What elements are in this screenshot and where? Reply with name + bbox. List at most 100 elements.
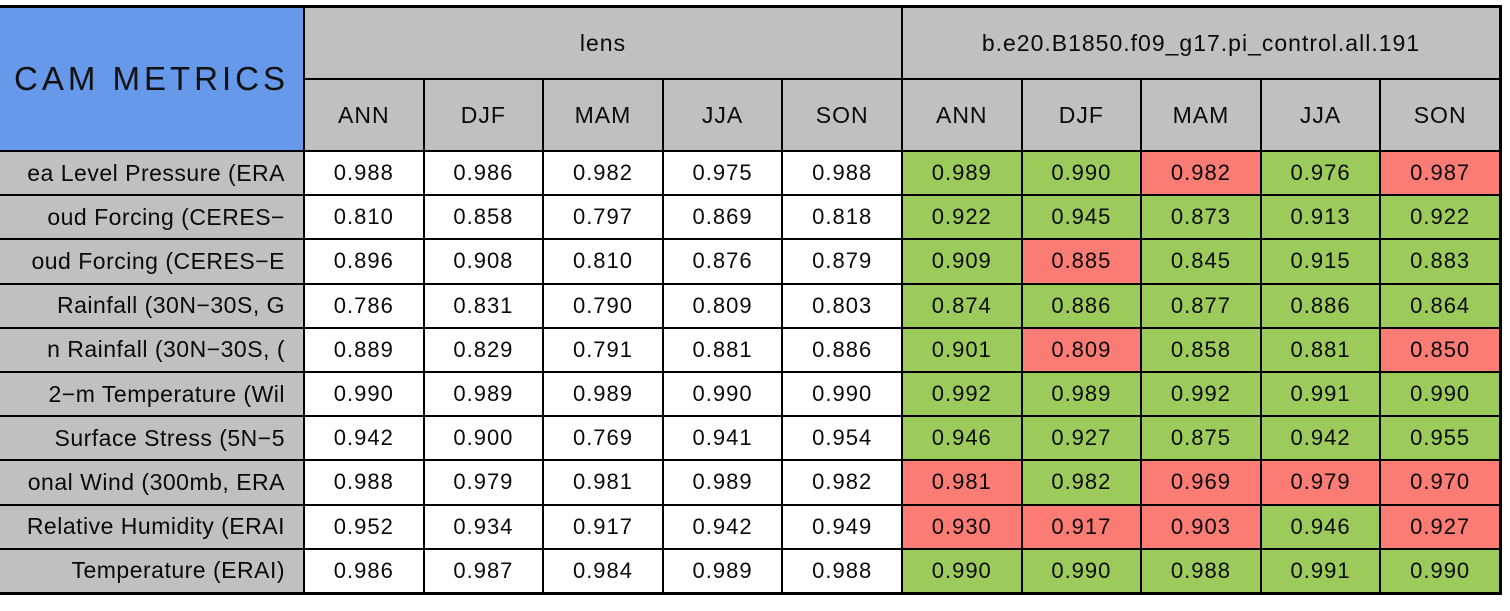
lens-value-cell: 0.990 xyxy=(783,372,901,416)
lens-value-cell: 0.954 xyxy=(783,417,901,460)
lens-value-cell: 0.881 xyxy=(663,328,782,371)
case-value-cell: 0.991 xyxy=(1261,549,1380,592)
case-value-cell: 0.989 xyxy=(1022,372,1141,416)
lens-value-cell: 0.981 xyxy=(544,461,662,504)
lens-value-cell: 0.988 xyxy=(783,549,901,592)
case-value-cell: 0.864 xyxy=(1381,284,1499,327)
case-value-cell: 0.845 xyxy=(1142,240,1260,283)
lens-value-cell: 0.988 xyxy=(305,461,423,504)
row-label: Rainfall (30N−30S, G xyxy=(0,284,303,327)
lens-value-cell: 0.990 xyxy=(305,372,423,416)
row-label: Temperature (ERAI) xyxy=(0,549,303,592)
case-value-cell: 0.930 xyxy=(902,505,1021,548)
lens-value-cell: 0.952 xyxy=(305,505,423,548)
case-value-cell: 0.858 xyxy=(1142,328,1260,371)
lens-value-cell: 0.986 xyxy=(305,549,423,592)
case-value-cell: 0.917 xyxy=(1022,505,1141,548)
lens-value-cell: 0.989 xyxy=(544,372,662,416)
case-value-cell: 0.927 xyxy=(1381,505,1499,548)
lens-value-cell: 0.942 xyxy=(305,417,423,460)
lens-value-cell: 0.900 xyxy=(424,417,543,460)
lens-value-cell: 0.809 xyxy=(663,284,782,327)
case-value-cell: 0.875 xyxy=(1142,417,1260,460)
case-value-cell: 0.883 xyxy=(1381,240,1499,283)
case-value-cell: 0.886 xyxy=(1022,284,1141,327)
case-value-cell: 0.909 xyxy=(902,240,1021,283)
lens-value-cell: 0.989 xyxy=(424,372,543,416)
case-value-cell: 0.990 xyxy=(1381,549,1499,592)
row-label: n Rainfall (30N−30S, ( xyxy=(0,328,303,371)
lens-value-cell: 0.810 xyxy=(305,196,423,239)
lens-value-cell: 0.982 xyxy=(783,461,901,504)
case-value-cell: 0.915 xyxy=(1261,240,1380,283)
lens-value-cell: 0.990 xyxy=(663,372,782,416)
case-value-cell: 0.988 xyxy=(1142,549,1260,592)
lens-value-cell: 0.790 xyxy=(544,284,662,327)
row-label: oud Forcing (CERES− xyxy=(0,196,303,239)
case-value-cell: 0.903 xyxy=(1142,505,1260,548)
lens-value-cell: 0.869 xyxy=(663,196,782,239)
metrics-table: CAM METRICS lens b.e20.B1850.f09_g17.pi_… xyxy=(0,5,1502,595)
lens-value-cell: 0.941 xyxy=(663,417,782,460)
case-value-cell: 0.927 xyxy=(1022,417,1141,460)
lens-value-cell: 0.886 xyxy=(783,328,901,371)
case-value-cell: 0.990 xyxy=(1022,152,1141,195)
case-value-cell: 0.982 xyxy=(1022,461,1141,504)
case-value-cell: 0.992 xyxy=(902,372,1021,416)
case-value-cell: 0.987 xyxy=(1381,152,1499,195)
lens-value-cell: 0.934 xyxy=(424,505,543,548)
table-title: CAM METRICS xyxy=(0,8,303,150)
row-label: 2−m Temperature (Wil xyxy=(0,372,303,416)
lens-value-cell: 0.986 xyxy=(424,152,543,195)
case-value-cell: 0.874 xyxy=(902,284,1021,327)
season-header-case-son: SON xyxy=(1381,80,1499,150)
lens-value-cell: 0.786 xyxy=(305,284,423,327)
lens-value-cell: 0.889 xyxy=(305,328,423,371)
case-value-cell: 0.945 xyxy=(1022,196,1141,239)
case-value-cell: 0.990 xyxy=(902,549,1021,592)
season-header-lens-ann: ANN xyxy=(305,80,423,150)
row-label: Relative Humidity (ERAI xyxy=(0,505,303,548)
lens-value-cell: 0.797 xyxy=(544,196,662,239)
case-value-cell: 0.991 xyxy=(1261,372,1380,416)
case-value-cell: 0.873 xyxy=(1142,196,1260,239)
lens-value-cell: 0.942 xyxy=(663,505,782,548)
case-value-cell: 0.913 xyxy=(1261,196,1380,239)
season-header-case-djf: DJF xyxy=(1022,80,1141,150)
case-value-cell: 0.922 xyxy=(902,196,1021,239)
case-value-cell: 0.969 xyxy=(1142,461,1260,504)
lens-value-cell: 0.879 xyxy=(783,240,901,283)
case-value-cell: 0.877 xyxy=(1142,284,1260,327)
lens-value-cell: 0.988 xyxy=(783,152,901,195)
lens-value-cell: 0.810 xyxy=(544,240,662,283)
lens-value-cell: 0.791 xyxy=(544,328,662,371)
row-label: ea Level Pressure (ERA xyxy=(0,152,303,195)
lens-value-cell: 0.979 xyxy=(424,461,543,504)
case-value-cell: 0.901 xyxy=(902,328,1021,371)
case-value-cell: 0.970 xyxy=(1381,461,1499,504)
case-value-cell: 0.990 xyxy=(1022,549,1141,592)
lens-value-cell: 0.829 xyxy=(424,328,543,371)
lens-value-cell: 0.949 xyxy=(783,505,901,548)
case-value-cell: 0.922 xyxy=(1381,196,1499,239)
season-header-lens-djf: DJF xyxy=(424,80,543,150)
lens-value-cell: 0.769 xyxy=(544,417,662,460)
case-value-cell: 0.946 xyxy=(1261,505,1380,548)
case-value-cell: 0.946 xyxy=(902,417,1021,460)
case-value-cell: 0.990 xyxy=(1381,372,1499,416)
case-value-cell: 0.981 xyxy=(902,461,1021,504)
season-header-case-jja: JJA xyxy=(1261,80,1380,150)
case-value-cell: 0.979 xyxy=(1261,461,1380,504)
season-header-lens-son: SON xyxy=(783,80,901,150)
lens-value-cell: 0.975 xyxy=(663,152,782,195)
row-label: Surface Stress (5N−5 xyxy=(0,417,303,460)
case-value-cell: 0.850 xyxy=(1381,328,1499,371)
lens-value-cell: 0.858 xyxy=(424,196,543,239)
case-value-cell: 0.955 xyxy=(1381,417,1499,460)
season-header-lens-mam: MAM xyxy=(544,80,662,150)
case-value-cell: 0.976 xyxy=(1261,152,1380,195)
lens-value-cell: 0.908 xyxy=(424,240,543,283)
case-value-cell: 0.881 xyxy=(1261,328,1380,371)
lens-value-cell: 0.989 xyxy=(663,461,782,504)
